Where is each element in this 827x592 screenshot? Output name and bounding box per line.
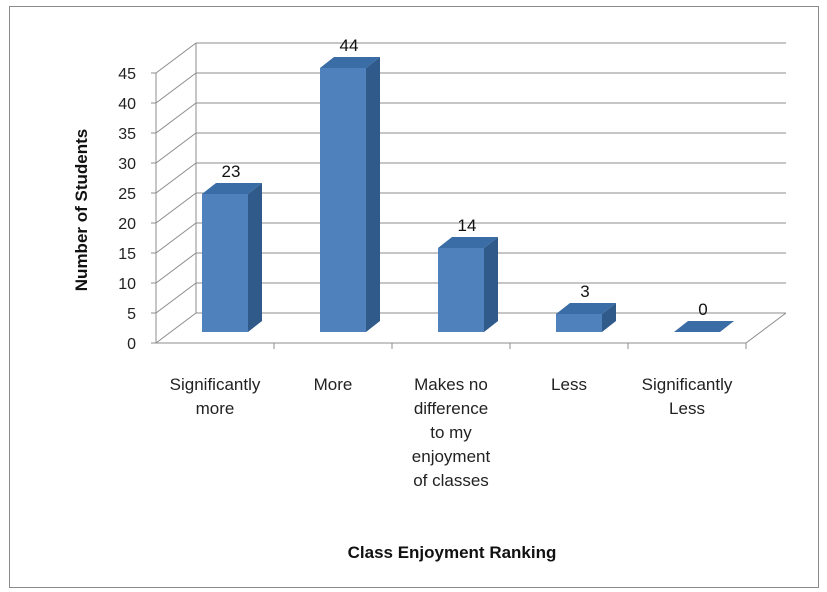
bar-front (556, 314, 602, 332)
x-tick-label: Significantly Less (642, 375, 733, 418)
bar-side (248, 183, 262, 332)
x-tick-label: Less (551, 375, 587, 394)
bar-top (674, 321, 734, 332)
gridline-side (155, 252, 197, 284)
gridline-side (155, 312, 197, 344)
bar-front (320, 68, 366, 332)
data-label: 14 (458, 216, 477, 235)
bars (202, 57, 734, 332)
data-label: 0 (698, 300, 707, 319)
bar-side (366, 57, 380, 332)
gridline-side (155, 102, 197, 134)
bar-side (602, 303, 616, 332)
x-tick-label-line: Significantly (642, 375, 733, 394)
x-tick-label-line: to my (430, 423, 472, 442)
bar-front (202, 194, 248, 332)
bar-top (556, 303, 616, 314)
x-tick-label: Makes no difference to my enjoyment of class… (412, 375, 491, 490)
y-tick-label: 25 (118, 186, 136, 203)
bar-top (320, 57, 380, 68)
bar-top (202, 183, 262, 194)
gridline-side (155, 162, 197, 194)
y-axis-title: Number of Students (72, 129, 91, 291)
bar-top (438, 237, 498, 248)
x-tick-label-line: Significantly (170, 375, 261, 394)
gridlines (151, 42, 787, 349)
x-tick-label-line: Makes no (414, 375, 488, 394)
y-tick-label: 15 (118, 246, 136, 263)
gridline-side (155, 222, 197, 254)
x-tick-label-line: Less (551, 375, 587, 394)
x-tick-label: More (314, 375, 353, 394)
x-tick-label-line: more (196, 399, 235, 418)
floor-right-edge (745, 312, 787, 344)
y-tick-label: 5 (127, 306, 136, 323)
y-tick-label: 0 (127, 336, 136, 353)
bar-side (484, 237, 498, 332)
y-tick-label: 30 (118, 156, 136, 173)
gridline-side (155, 132, 197, 164)
x-tick-label-line: Less (669, 399, 705, 418)
x-tick-label-line: More (314, 375, 353, 394)
x-tick-label-line: enjoyment (412, 447, 491, 466)
gridline-side (155, 282, 197, 314)
y-tick-label: 10 (118, 276, 136, 293)
y-tick-label: 45 (118, 66, 136, 83)
gridline-side (155, 72, 197, 104)
x-tick-label-line: of classes (413, 471, 489, 490)
bar-front (438, 248, 484, 332)
y-axis-ticks: 0 5 10 15 20 25 30 35 40 45 (118, 66, 136, 353)
data-label: 23 (222, 162, 241, 181)
gridline-side (155, 192, 197, 224)
x-axis-categories: Significantly more More Makes no difference t… (170, 375, 733, 490)
y-tick-label: 40 (118, 96, 136, 113)
data-label: 3 (580, 282, 589, 301)
x-axis-title: Class Enjoyment Ranking (348, 543, 557, 562)
y-tick-label: 20 (118, 216, 136, 233)
y-tick-label: 35 (118, 126, 136, 143)
x-tick-label: Significantly more (170, 375, 261, 418)
data-label: 44 (340, 36, 359, 55)
data-labels: 23 44 14 3 0 (222, 36, 708, 319)
x-tick-label-line: difference (414, 399, 488, 418)
gridline-side (155, 42, 197, 74)
